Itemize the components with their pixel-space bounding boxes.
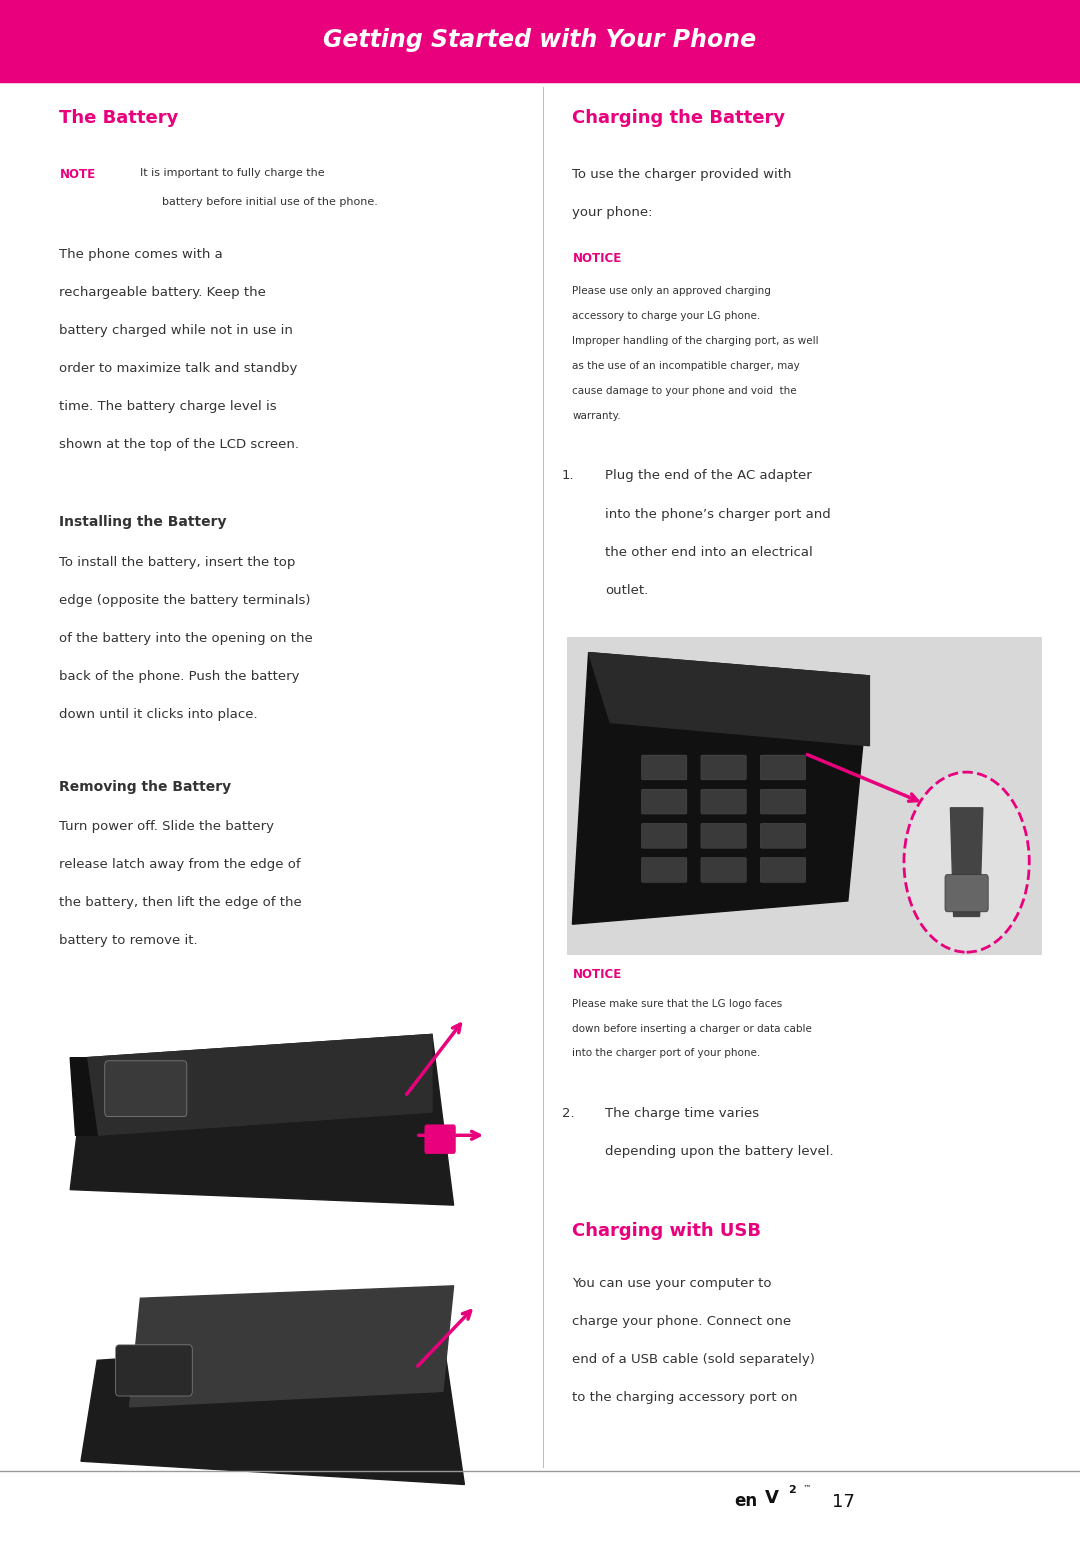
Text: Turn power off. Slide the battery: Turn power off. Slide the battery xyxy=(59,821,274,833)
Text: Charging the Battery: Charging the Battery xyxy=(572,109,785,127)
Text: your phone:: your phone: xyxy=(572,205,653,219)
Text: 1.: 1. xyxy=(562,469,575,483)
Text: edge (opposite the battery terminals): edge (opposite the battery terminals) xyxy=(59,594,311,607)
FancyBboxPatch shape xyxy=(642,754,687,779)
Text: en: en xyxy=(734,1491,757,1510)
Circle shape xyxy=(904,771,1029,951)
FancyBboxPatch shape xyxy=(567,636,1042,954)
Polygon shape xyxy=(70,1035,454,1206)
Text: Getting Started with Your Phone: Getting Started with Your Phone xyxy=(323,28,757,53)
Text: 2.: 2. xyxy=(562,1108,575,1121)
Text: Please make sure that the LG logo faces: Please make sure that the LG logo faces xyxy=(572,999,783,1009)
Text: release latch away from the edge of: release latch away from the edge of xyxy=(59,858,301,871)
Text: battery to remove it.: battery to remove it. xyxy=(59,934,198,947)
Text: V: V xyxy=(765,1488,779,1507)
Text: cause damage to your phone and void  the: cause damage to your phone and void the xyxy=(572,386,797,396)
Text: as the use of an incompatible charger, may: as the use of an incompatible charger, m… xyxy=(572,362,800,371)
Text: charge your phone. Connect one: charge your phone. Connect one xyxy=(572,1315,792,1327)
Text: down before inserting a charger or data cable: down before inserting a charger or data … xyxy=(572,1024,812,1034)
Text: of the battery into the opening on the: of the battery into the opening on the xyxy=(59,632,313,644)
FancyBboxPatch shape xyxy=(0,0,1080,81)
FancyBboxPatch shape xyxy=(701,857,746,882)
Polygon shape xyxy=(70,1058,97,1136)
Polygon shape xyxy=(950,807,983,916)
Text: rechargeable battery. Keep the: rechargeable battery. Keep the xyxy=(59,286,267,300)
Text: The charge time varies: The charge time varies xyxy=(605,1108,759,1121)
Polygon shape xyxy=(86,1035,432,1136)
Text: Improper handling of the charging port, as well: Improper handling of the charging port, … xyxy=(572,337,819,346)
Text: The Battery: The Battery xyxy=(59,109,179,127)
Text: 17: 17 xyxy=(832,1493,854,1512)
Text: the other end into an electrical: the other end into an electrical xyxy=(605,546,812,559)
Text: It is important to fully charge the: It is important to fully charge the xyxy=(140,168,325,177)
FancyBboxPatch shape xyxy=(105,1062,187,1117)
FancyBboxPatch shape xyxy=(116,1344,192,1397)
FancyBboxPatch shape xyxy=(642,823,687,847)
Text: outlet.: outlet. xyxy=(605,584,648,596)
FancyBboxPatch shape xyxy=(642,857,687,882)
Text: warranty.: warranty. xyxy=(572,410,621,421)
FancyBboxPatch shape xyxy=(760,754,806,779)
Text: Plug the end of the AC adapter: Plug the end of the AC adapter xyxy=(605,469,811,483)
Text: shown at the top of the LCD screen.: shown at the top of the LCD screen. xyxy=(59,439,299,452)
FancyBboxPatch shape xyxy=(642,788,687,813)
Polygon shape xyxy=(589,652,869,745)
FancyBboxPatch shape xyxy=(760,788,806,813)
Text: Installing the Battery: Installing the Battery xyxy=(59,515,227,529)
Text: down until it clicks into place.: down until it clicks into place. xyxy=(59,708,258,720)
Text: 2: 2 xyxy=(788,1485,796,1495)
Text: The phone comes with a: The phone comes with a xyxy=(59,248,224,261)
Text: You can use your computer to: You can use your computer to xyxy=(572,1276,772,1290)
Text: into the phone’s charger port and: into the phone’s charger port and xyxy=(605,508,831,520)
FancyBboxPatch shape xyxy=(701,823,746,847)
Polygon shape xyxy=(572,652,869,923)
FancyBboxPatch shape xyxy=(760,823,806,847)
Polygon shape xyxy=(81,1338,464,1485)
Text: the battery, then lift the edge of the: the battery, then lift the edge of the xyxy=(59,897,302,909)
Text: accessory to charge your LG phone.: accessory to charge your LG phone. xyxy=(572,310,760,321)
FancyBboxPatch shape xyxy=(760,857,806,882)
FancyBboxPatch shape xyxy=(701,788,746,813)
Text: NOTICE: NOTICE xyxy=(572,968,622,981)
Polygon shape xyxy=(130,1285,454,1408)
FancyBboxPatch shape xyxy=(701,754,746,779)
Text: to the charging accessory port on: to the charging accessory port on xyxy=(572,1391,798,1403)
Text: battery before initial use of the phone.: battery before initial use of the phone. xyxy=(162,197,378,206)
Text: depending upon the battery level.: depending upon the battery level. xyxy=(605,1145,834,1158)
Text: To install the battery, insert the top: To install the battery, insert the top xyxy=(59,556,296,568)
Text: end of a USB cable (sold separately): end of a USB cable (sold separately) xyxy=(572,1352,815,1366)
Text: NOTICE: NOTICE xyxy=(572,253,622,265)
Text: order to maximize talk and standby: order to maximize talk and standby xyxy=(59,363,298,376)
Text: into the charger port of your phone.: into the charger port of your phone. xyxy=(572,1049,760,1058)
Text: time. The battery charge level is: time. The battery charge level is xyxy=(59,400,278,413)
FancyBboxPatch shape xyxy=(424,1124,456,1155)
Text: Charging with USB: Charging with USB xyxy=(572,1223,761,1240)
Text: back of the phone. Push the battery: back of the phone. Push the battery xyxy=(59,670,300,683)
Text: Please use only an approved charging: Please use only an approved charging xyxy=(572,286,771,296)
Text: ™: ™ xyxy=(802,1484,811,1493)
Text: battery charged while not in use in: battery charged while not in use in xyxy=(59,324,294,337)
Text: To use the charger provided with: To use the charger provided with xyxy=(572,168,792,180)
FancyBboxPatch shape xyxy=(945,874,988,911)
Text: NOTE: NOTE xyxy=(59,168,95,180)
Text: Removing the Battery: Removing the Battery xyxy=(59,781,231,795)
